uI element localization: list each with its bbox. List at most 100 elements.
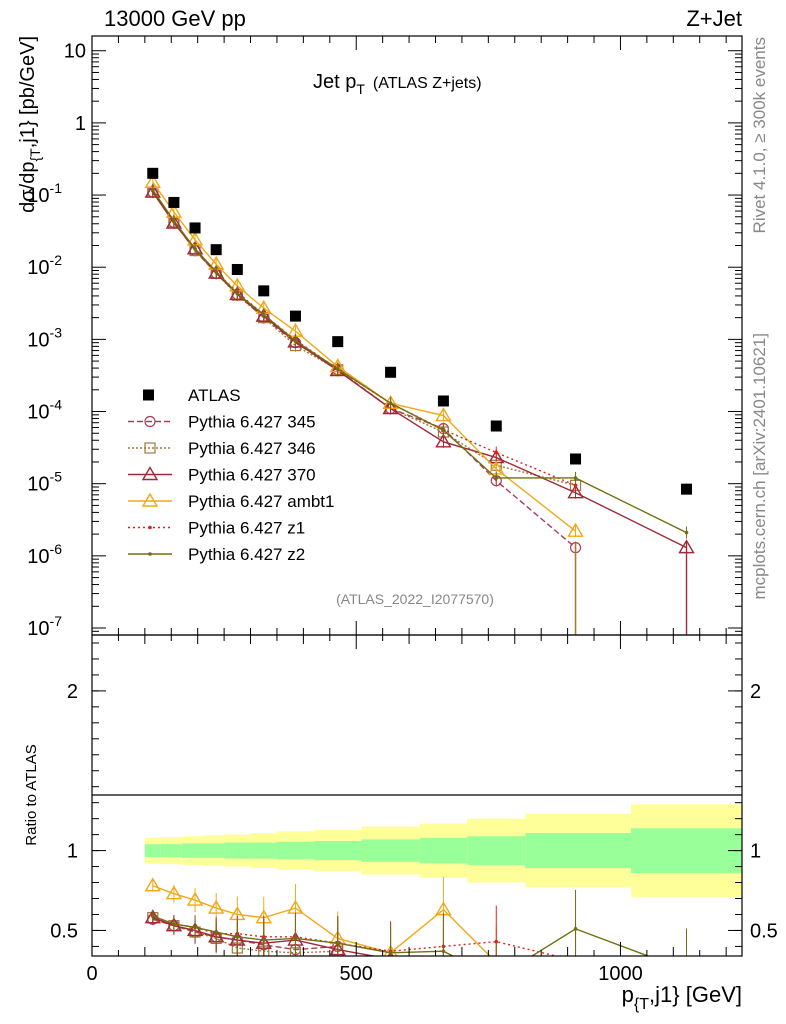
atlas-data-point: [168, 196, 180, 208]
main-series-point: [567, 522, 584, 537]
main-series-point: [172, 218, 176, 223]
ratio-uncertainty-bands: [144, 804, 742, 897]
ratio-series-point: [261, 938, 266, 942]
ratio-series-point: [495, 953, 498, 956]
rivet-version-label: Rivet 4.1.0, ≥ 300k events: [750, 37, 769, 233]
ratio-band-inner: [202, 843, 225, 858]
ratio-series-point: [335, 941, 340, 946]
ratio-series-point: [186, 891, 204, 906]
xlabel-sub: {T: [634, 996, 649, 1013]
atlas-data-point: [147, 167, 159, 179]
main-y-axis-label: dσ/dp{T,j1} [pb/GeV]: [17, 36, 43, 213]
atlas-data-point: [490, 420, 502, 432]
main-series-point: [214, 269, 218, 274]
ratio-series-point: [165, 885, 183, 900]
legend-label: Pythia 6.427 z2: [188, 545, 305, 564]
ratio-band-inner: [361, 839, 420, 862]
main-ylabel-rest: ,j1} [pb/GeV]: [17, 36, 39, 148]
atlas-data-point: [231, 263, 243, 275]
ratio-series-point: [441, 949, 446, 954]
ratio-series-point: [574, 959, 578, 963]
atlas-data-point: [189, 222, 201, 234]
atlas-data-point: [570, 453, 582, 465]
main-series-point: [494, 450, 499, 455]
main-series-point: [684, 530, 689, 535]
ratio-ytick-label: 2: [67, 681, 78, 703]
ratio-series-point: [172, 922, 176, 926]
ratio-series-point: [150, 914, 155, 918]
ratio-ytick-label-right: 2: [750, 681, 761, 703]
legend-atlas-marker: [143, 389, 154, 401]
header-right: Z+Jet: [686, 6, 742, 31]
main-ticks: 10 1 10-1 10-2 10-3 10-4 10-5 10-6 10-7: [27, 36, 742, 640]
legend-label: Pythia 6.427 z1: [188, 519, 305, 538]
ratio-band-inner: [144, 844, 161, 857]
main-series-point: [573, 476, 578, 480]
ratio-ytick-label: 0.5: [50, 920, 78, 942]
main-series-point: [435, 433, 452, 448]
main-ylabel-sub: {T: [27, 148, 43, 162]
plot-title-suffix: (ATLAS Z+jets): [373, 75, 482, 92]
main-ytick-label: 10-2: [27, 252, 62, 279]
main-ytick-label: 10-1: [27, 180, 62, 207]
legend-atlas-label: ATLAS: [188, 386, 241, 405]
legend-label: Pythia 6.427 370: [188, 466, 316, 485]
atlas-data-point: [210, 244, 222, 256]
ratio-band-inner: [467, 836, 526, 865]
ratio-band-inner: [224, 842, 251, 859]
main-series-point: [255, 307, 272, 322]
main-series-point: [573, 483, 578, 488]
ratio-series-point: [144, 877, 161, 892]
plot-title-main: Jet p: [313, 71, 356, 93]
atlas-data-point: [332, 336, 344, 348]
ratio-band-inner: [250, 842, 277, 859]
ratio-plot-panel: 0.5 0.5 1 1 2 2 0 500 1000 Ratio to ATLAS p{T,j1…: [23, 634, 778, 1013]
legend-label: Pythia 6.427 345: [188, 413, 316, 432]
analysis-tag: (ATLAS_2022_I2077570): [336, 591, 494, 607]
ratio-xtick-label: 500: [340, 963, 373, 985]
ratio-xtick-label: 1000: [598, 963, 643, 985]
main-series-point: [150, 188, 155, 192]
ratio-series-point: [685, 969, 689, 973]
main-series-point: [235, 291, 240, 296]
xlabel-rest: ,j1} [GeV]: [649, 982, 742, 1007]
ratio-band-inner: [160, 844, 182, 857]
atlas-data-point: [289, 310, 301, 322]
atlas-data-point: [258, 285, 270, 297]
main-series-line: [152, 181, 576, 532]
atlas-data-point: [437, 395, 449, 407]
legend-label: Pythia 6.427 346: [188, 439, 316, 458]
legend-label: Pythia 6.427 ambt1: [188, 492, 334, 511]
ratio-series-point: [193, 925, 197, 930]
main-ytick-label: 10-6: [27, 541, 62, 568]
main-plot-panel: 10 1 10-1 10-2 10-3 10-4 10-5 10-6 10-7 Jet pT (A…: [17, 35, 743, 640]
ratio-series-point: [494, 939, 499, 944]
legend-marker: [148, 525, 152, 530]
legend-marker: [141, 492, 159, 507]
main-ytick-label: 10-5: [27, 469, 62, 496]
ratio-y-axis-label: Ratio to ATLAS: [23, 744, 40, 845]
ratio-band-inner: [276, 841, 314, 860]
main-series-point: [382, 400, 399, 415]
ratio-series-group: [144, 876, 689, 973]
header-left: 13000 GeV pp: [104, 6, 246, 31]
main-series-point: [144, 183, 161, 198]
legend-marker: [144, 415, 156, 428]
plot-title-sub: T: [356, 81, 365, 97]
main-series-point: [494, 476, 499, 480]
main-series-point: [567, 484, 584, 499]
main-series-point: [335, 367, 340, 371]
ratio-series-point: [235, 935, 240, 939]
atlas-data-markers: [147, 167, 693, 495]
main-ytick-label: 10-3: [27, 324, 62, 351]
main-ytick-label: 10: [64, 41, 86, 63]
main-series-point: [165, 214, 183, 229]
ratio-band-inner: [181, 843, 203, 858]
legend: ATLAS Pythia 6.427 345 Pythia 6.427 346 Pyt…: [128, 386, 334, 564]
main-series-point: [441, 428, 446, 433]
main-ylabel-main: dσ/dp: [17, 162, 39, 213]
plot-title: Jet pT (ATLAS Z+jets): [313, 71, 482, 97]
ratio-series-point: [388, 951, 393, 955]
ratio-series-point: [293, 936, 298, 941]
